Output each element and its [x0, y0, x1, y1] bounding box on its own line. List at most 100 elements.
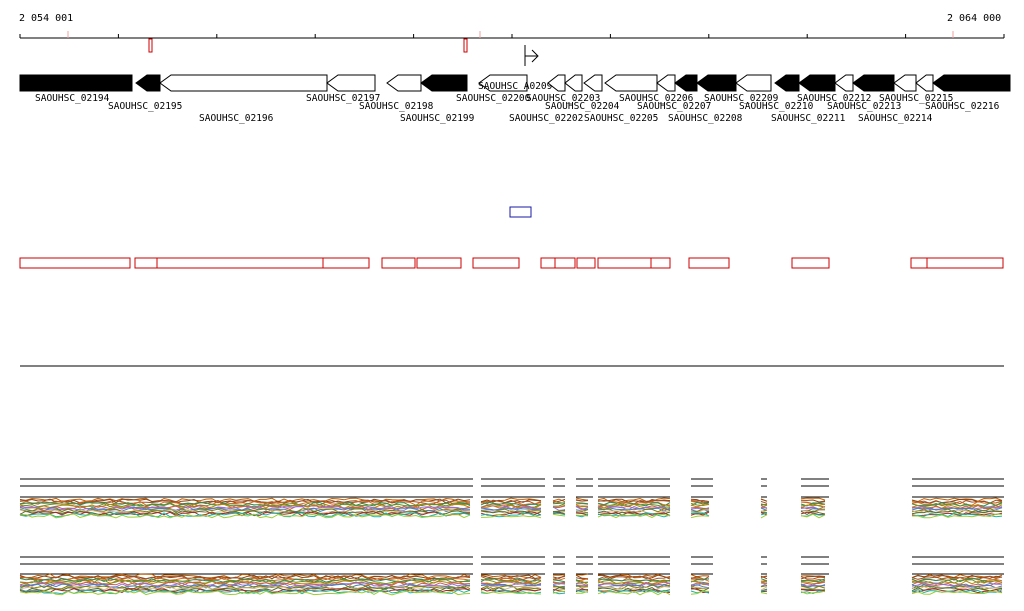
- gene-label: SAOUHSC_02211: [771, 113, 846, 124]
- feature-box-blue: [509, 206, 532, 218]
- profile-line: [760, 512, 768, 516]
- profile-line: [480, 574, 542, 580]
- profile-line: [552, 586, 566, 591]
- profile-line: [690, 511, 710, 516]
- profile-line: [690, 577, 710, 582]
- gene-arrow: [159, 74, 328, 92]
- coordinate-end-label: 2 064 000: [947, 13, 1002, 24]
- gene-label: SAOUHSC_A02094: [478, 81, 558, 92]
- feature-box-red: [381, 257, 416, 269]
- gene-arrow: [326, 74, 376, 92]
- gene-arrow: [674, 74, 698, 92]
- gene-arrow: [604, 74, 658, 92]
- gene-arrow: [420, 74, 468, 92]
- profile-line: [19, 498, 471, 504]
- gene-label: SAOUHSC_02203: [526, 93, 600, 104]
- profile-line: [911, 580, 1003, 586]
- profile-line: [597, 507, 671, 512]
- profile-line: [19, 510, 470, 516]
- gene-arrow: [774, 74, 800, 92]
- profile-line: [911, 575, 1003, 581]
- gene-arrow: [852, 74, 895, 92]
- profile-line: [690, 582, 710, 586]
- profile-line: [760, 584, 768, 588]
- profile-line: [575, 573, 589, 576]
- profile-line: [480, 506, 542, 511]
- profile-line: [911, 585, 1003, 590]
- profile-line: [911, 500, 1003, 506]
- feature-track: [19, 206, 1004, 367]
- profile-line: [552, 498, 566, 503]
- profile-line: [800, 590, 826, 595]
- profile-line: [480, 591, 542, 595]
- profile-line: [800, 581, 826, 585]
- ruler-feature-mark: [463, 38, 468, 53]
- profile-line: [597, 574, 671, 580]
- profile-line: [597, 585, 671, 591]
- profile-line: [575, 580, 589, 584]
- profile-line: [760, 586, 768, 591]
- profile-line: [760, 500, 768, 504]
- feature-box-red: [19, 257, 131, 269]
- gene-arrow-head: [531, 49, 539, 63]
- feature-box-red: [910, 257, 928, 269]
- gene-arrow: [19, 74, 133, 92]
- gene-label: SAOUHSC_02207: [637, 101, 711, 112]
- profile-line: [552, 590, 566, 594]
- profile-line: [575, 502, 589, 505]
- profile-line: [597, 590, 671, 596]
- gene-label: SAOUHSC_02208: [668, 113, 743, 124]
- profile-line: [800, 579, 826, 583]
- profile-line: [480, 510, 542, 516]
- profile-line: [552, 575, 566, 580]
- profile-line: [760, 503, 768, 506]
- feature-box-red: [416, 257, 462, 269]
- profile-line: [480, 501, 542, 507]
- profile-line: [575, 583, 589, 587]
- ruler-feature-mark: [148, 38, 153, 53]
- feature-box-red: [540, 257, 556, 269]
- profile-line: [690, 582, 710, 586]
- profile-line: [911, 590, 1003, 595]
- profile-line: [552, 503, 566, 507]
- profile-line: [760, 514, 768, 519]
- profile-line: [800, 511, 826, 516]
- gene-arrow: [798, 74, 836, 92]
- profile-line: [800, 588, 826, 592]
- profile-line: [19, 513, 471, 519]
- feature-box-red: [791, 257, 830, 269]
- profile-line: [19, 508, 471, 514]
- ruler-track: [19, 31, 1005, 53]
- profile-line: [760, 592, 768, 595]
- feature-box-red: [688, 257, 730, 269]
- profile-line: [19, 588, 471, 594]
- profile-line: [800, 584, 826, 588]
- profile-line: [800, 499, 826, 503]
- profile-line: [19, 585, 471, 591]
- gene-arrow: [478, 74, 528, 92]
- profile-line: [19, 578, 471, 583]
- gene-label: SAOUHSC_02202: [509, 113, 583, 124]
- gene-arrow: [524, 50, 537, 66]
- profile-line: [575, 499, 589, 502]
- profile-line: [480, 584, 542, 590]
- gene-label: SAOUHSC_02200: [456, 93, 531, 104]
- profile-line: [552, 579, 566, 583]
- profile-line: [575, 580, 589, 586]
- profile-line: [19, 507, 471, 513]
- gene-label: SAOUHSC_02215: [879, 93, 953, 104]
- gene-arrow: [564, 74, 583, 92]
- profile-line: [19, 581, 471, 587]
- profile-line: [912, 513, 1003, 519]
- profile-line: [480, 509, 542, 514]
- gene-label: SAOUHSC_02199: [400, 113, 475, 124]
- gene-label: SAOUHSC_02194: [35, 93, 110, 104]
- profile-line: [552, 574, 566, 576]
- gene-label: SAOUHSC_02209: [704, 93, 779, 104]
- profile-line: [690, 504, 710, 508]
- gene-label: SAOUHSC_02213: [827, 101, 901, 112]
- profile-line: [480, 507, 542, 511]
- profile-line: [911, 507, 1003, 513]
- gene-arrow: [915, 74, 934, 92]
